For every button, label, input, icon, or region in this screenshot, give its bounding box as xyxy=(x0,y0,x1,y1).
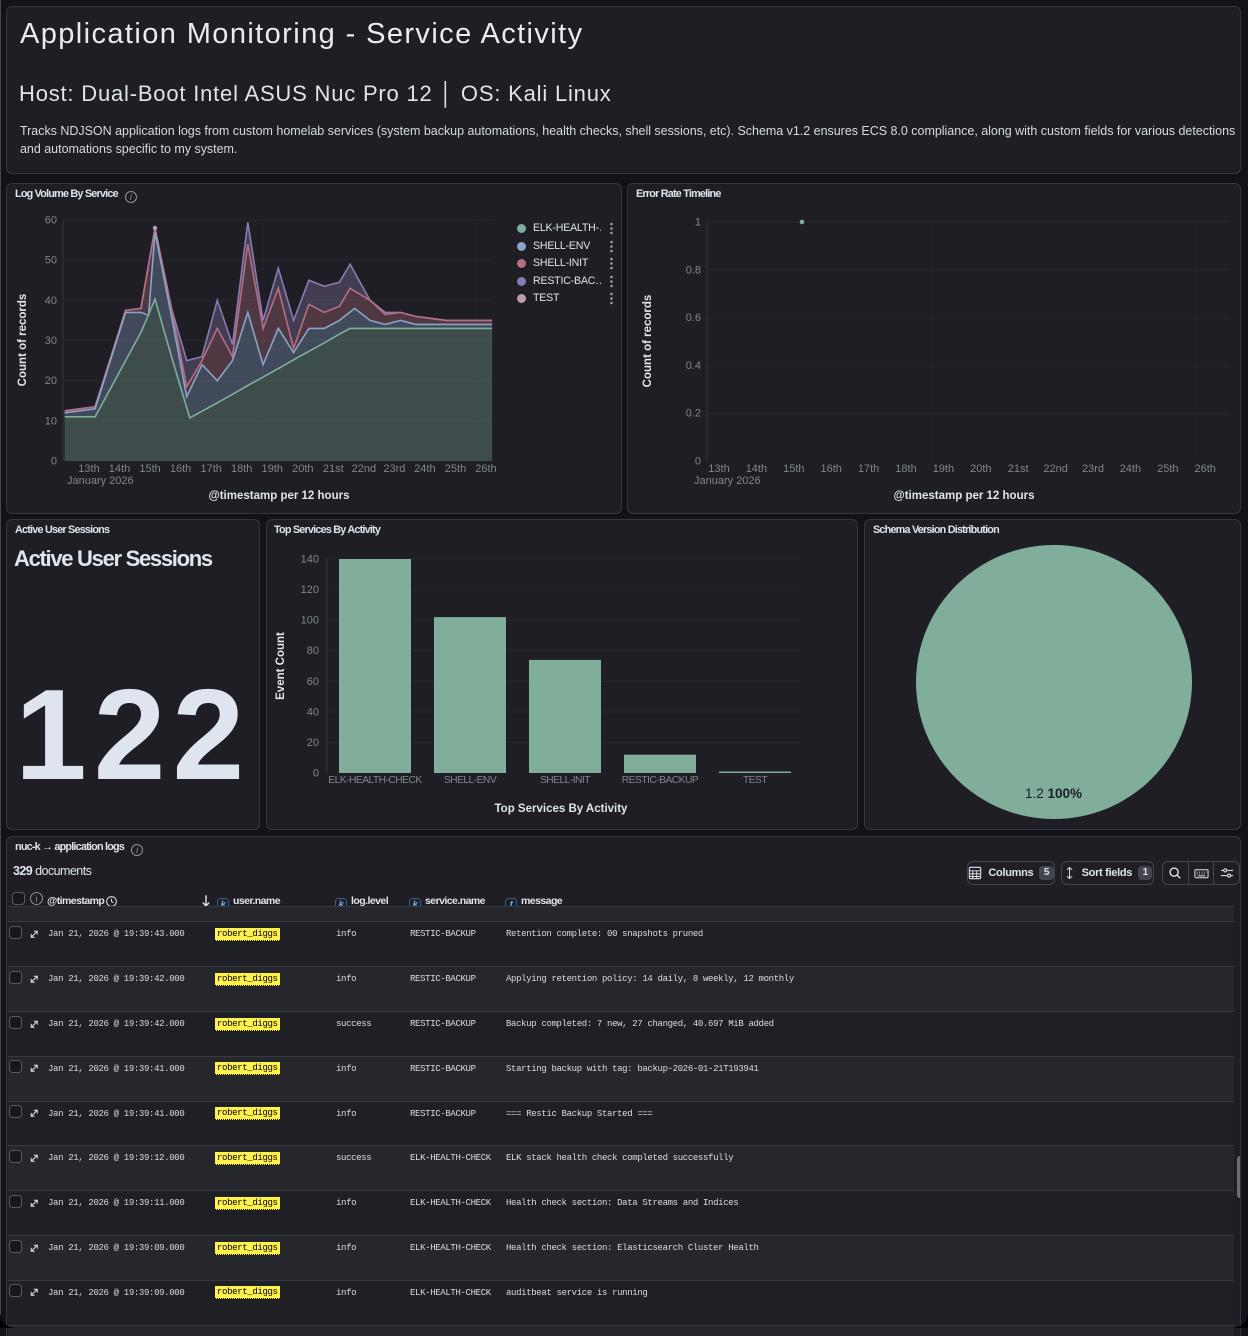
svg-text:January 2026: January 2026 xyxy=(67,475,134,487)
svg-text:@timestamp per 12 hours: @timestamp per 12 hours xyxy=(894,490,1035,502)
svg-text:0.4: 0.4 xyxy=(686,360,701,372)
svg-text:10: 10 xyxy=(45,415,57,427)
svg-text:26th: 26th xyxy=(1194,463,1215,475)
svg-text:23rd: 23rd xyxy=(1082,463,1104,475)
svg-text:140: 140 xyxy=(301,554,319,566)
svg-text:21st: 21st xyxy=(323,463,344,475)
svg-text:20: 20 xyxy=(45,375,57,387)
svg-text:60: 60 xyxy=(307,676,319,688)
svg-text:0: 0 xyxy=(51,456,57,468)
svg-text:17th: 17th xyxy=(200,463,221,475)
svg-text:50: 50 xyxy=(45,255,57,267)
svg-text:13th: 13th xyxy=(708,463,729,475)
svg-text:30: 30 xyxy=(45,335,57,347)
svg-text:40: 40 xyxy=(307,706,319,718)
svg-text:Count of records: Count of records xyxy=(17,294,29,387)
svg-text:19th: 19th xyxy=(933,463,954,475)
svg-text:80: 80 xyxy=(307,645,319,657)
svg-text:16th: 16th xyxy=(820,463,841,475)
svg-text:26th: 26th xyxy=(475,463,496,475)
svg-text:22nd: 22nd xyxy=(352,463,376,475)
svg-text:18th: 18th xyxy=(231,463,252,475)
svg-text:ELK-HEALTH-CHECK: ELK-HEALTH-CHECK xyxy=(328,775,422,786)
svg-text:14th: 14th xyxy=(109,463,130,475)
svg-text:24th: 24th xyxy=(1120,463,1141,475)
svg-text:20: 20 xyxy=(307,737,319,749)
svg-text:25th: 25th xyxy=(445,463,466,475)
svg-text:18th: 18th xyxy=(895,463,916,475)
svg-text:15th: 15th xyxy=(139,463,160,475)
svg-text:120: 120 xyxy=(301,584,319,596)
svg-text:13th: 13th xyxy=(78,463,99,475)
svg-text:17th: 17th xyxy=(858,463,879,475)
svg-text:SHELL-INIT: SHELL-INIT xyxy=(540,775,591,786)
svg-text:0.2: 0.2 xyxy=(686,408,701,420)
svg-text:14th: 14th xyxy=(746,463,767,475)
svg-text:0.6: 0.6 xyxy=(686,312,701,324)
svg-text:RESTIC-BACKUP: RESTIC-BACKUP xyxy=(622,775,699,786)
svg-text:0: 0 xyxy=(313,768,319,780)
svg-text:40: 40 xyxy=(45,295,57,307)
svg-text:16th: 16th xyxy=(170,463,191,475)
svg-text:15th: 15th xyxy=(783,463,804,475)
svg-text:19th: 19th xyxy=(261,463,282,475)
svg-text:60: 60 xyxy=(45,215,57,227)
svg-text:Event Count: Event Count xyxy=(275,632,287,700)
svg-text:Top Services By Activity: Top Services By Activity xyxy=(495,803,629,815)
svg-text:0: 0 xyxy=(695,456,701,468)
svg-text:January 2026: January 2026 xyxy=(694,475,761,487)
svg-text:100: 100 xyxy=(301,615,319,627)
svg-text:20th: 20th xyxy=(292,463,313,475)
svg-text:SHELL-ENV: SHELL-ENV xyxy=(444,775,497,786)
svg-text:@timestamp per 12 hours: @timestamp per 12 hours xyxy=(209,490,350,502)
svg-text:Count of records: Count of records xyxy=(642,295,654,388)
svg-text:1: 1 xyxy=(695,217,701,229)
svg-text:21st: 21st xyxy=(1008,463,1029,475)
svg-text:25th: 25th xyxy=(1157,463,1178,475)
svg-text:20th: 20th xyxy=(970,463,991,475)
svg-text:22nd: 22nd xyxy=(1043,463,1067,475)
svg-text:0.8: 0.8 xyxy=(686,264,701,276)
svg-text:23rd: 23rd xyxy=(383,463,405,475)
svg-text:TEST: TEST xyxy=(743,775,768,786)
svg-text:24th: 24th xyxy=(414,463,435,475)
